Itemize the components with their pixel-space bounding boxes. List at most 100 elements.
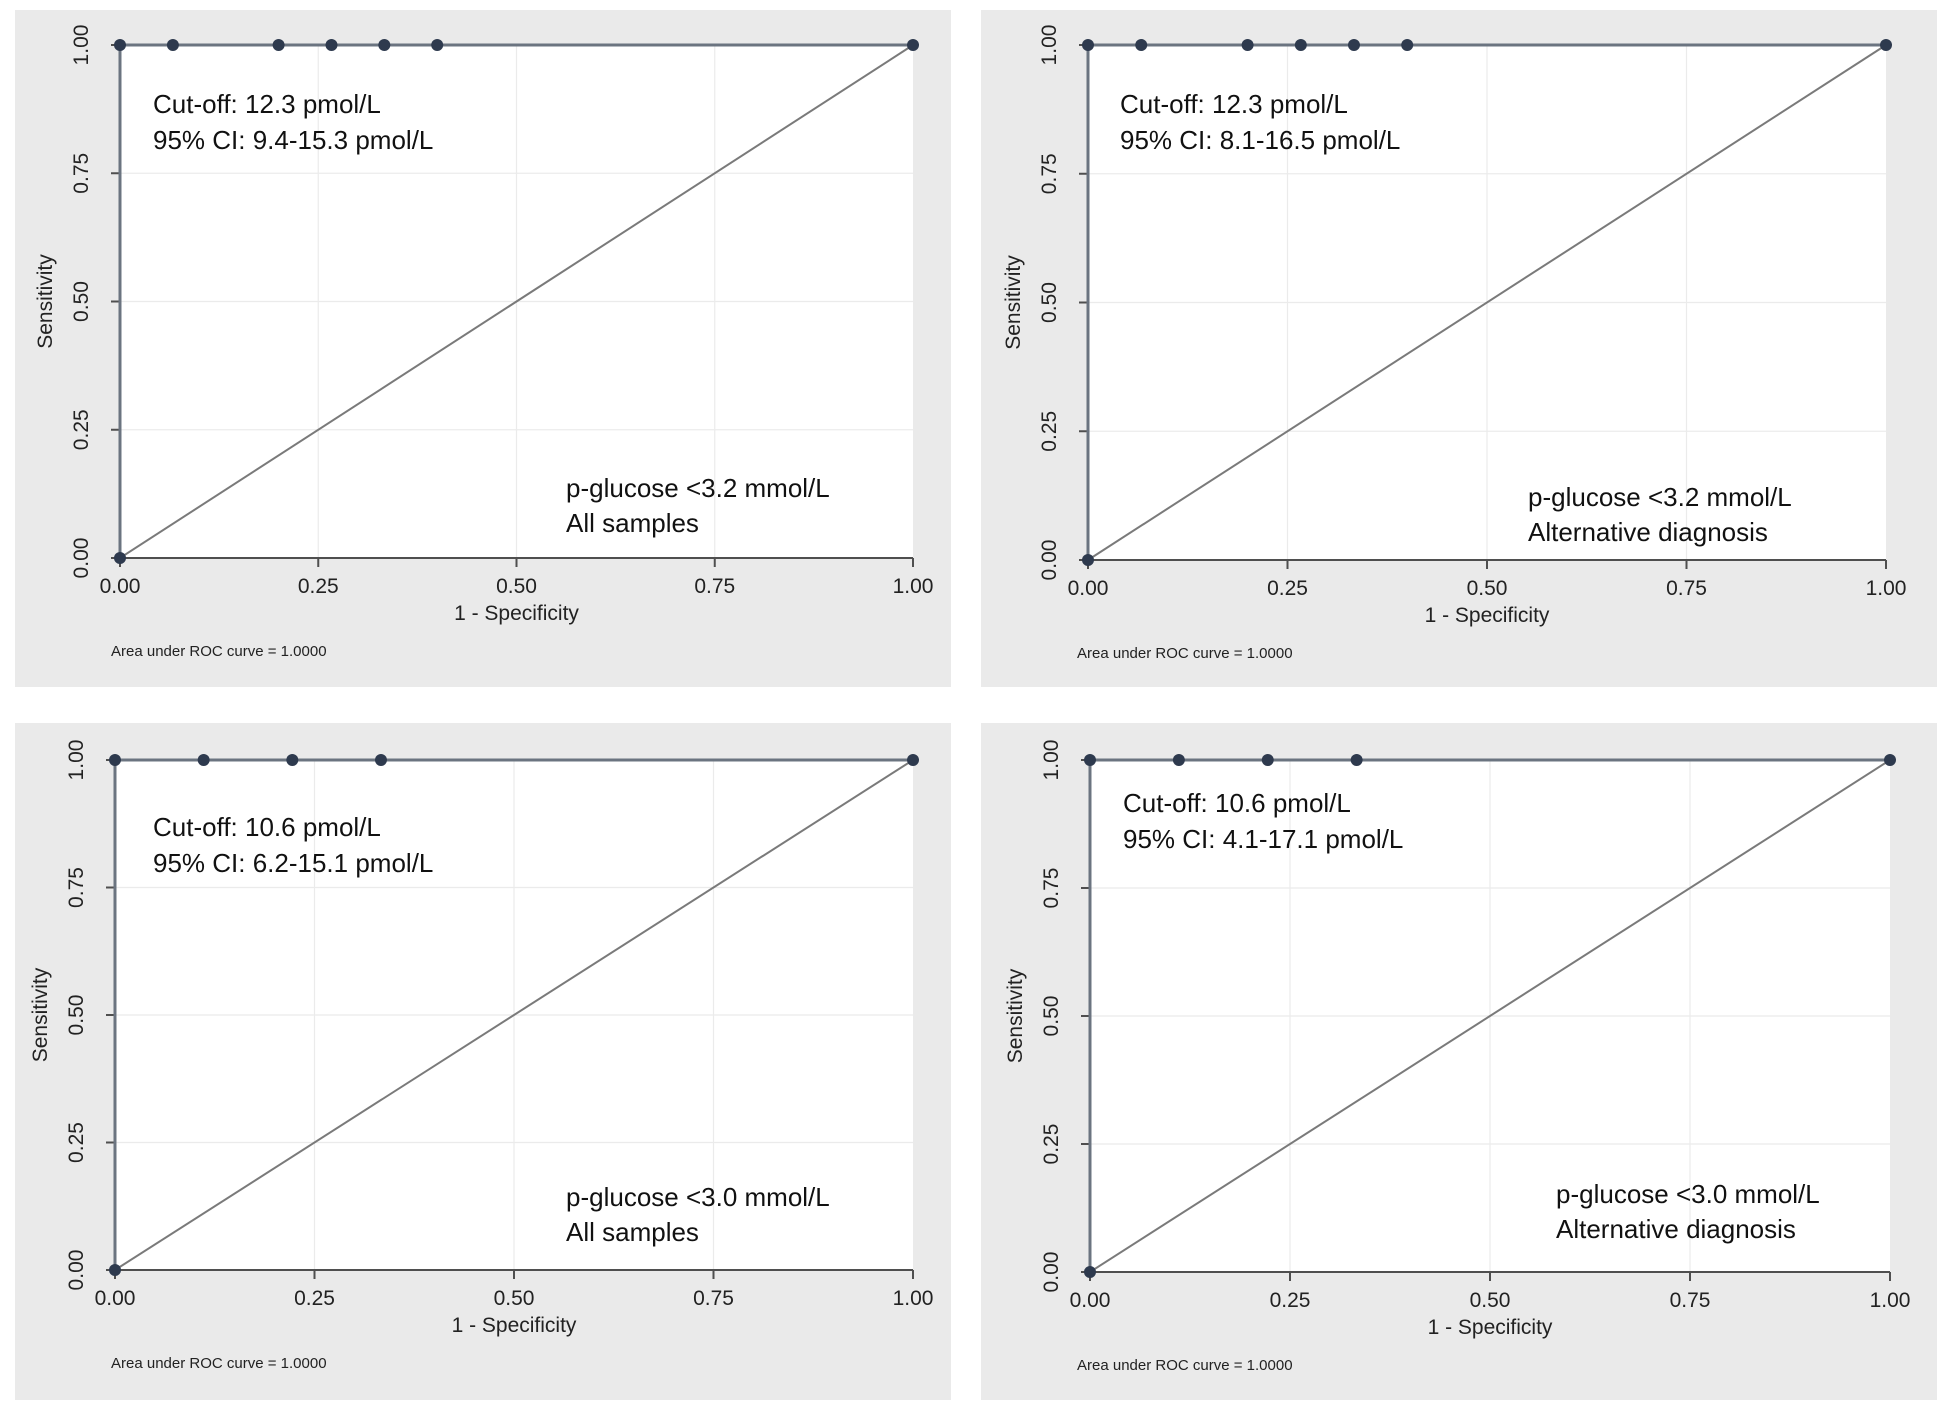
y-tick-label: 1.00 (1040, 740, 1063, 781)
y-axis-title: Sensitivity (34, 254, 57, 349)
roc-point (374, 754, 387, 766)
x-tick-label: 0.50 (1470, 1289, 1511, 1312)
x-tick-label: 1.00 (1866, 577, 1907, 600)
x-tick-label: 0.25 (1270, 1289, 1311, 1312)
x-tick-label: 0.50 (1467, 577, 1508, 600)
x-tick-label: 0.75 (1670, 1289, 1711, 1312)
roc-point (1347, 39, 1360, 51)
roc-point (114, 552, 126, 564)
y-tick-label: 0.50 (1040, 996, 1063, 1037)
reference-line (119, 44, 914, 559)
ci-annotation: 95% CI: 4.1-17.1 pmol/L (1123, 824, 1403, 854)
condition-annotation: p-glucose <3.0 mmol/L (1556, 1179, 1820, 1209)
y-axis-title: Sensitivity (29, 967, 52, 1062)
x-tick-label: 0.75 (693, 1287, 734, 1310)
group-annotation: All samples (566, 508, 699, 538)
reference-line (1087, 44, 1887, 561)
cutoff-annotation: Cut-off: 12.3 pmol/L (153, 89, 381, 119)
roc-panel-2: 0.00 0.25 0.50 0.75 1.00 0.00 0.25 0.50 0.75 1.00… (981, 10, 1937, 687)
x-tick-label: 0.75 (694, 575, 735, 598)
x-tick-label: 0.50 (494, 1287, 535, 1310)
roc-point (197, 754, 210, 766)
roc-point (1082, 39, 1094, 51)
reference-line (1089, 759, 1891, 1273)
auc-note: Area under ROC curve = 1.0000 (111, 1355, 327, 1372)
roc-point (1294, 39, 1307, 51)
roc-point (1880, 39, 1892, 51)
roc-point (1172, 754, 1185, 766)
y-tick-label: 0.00 (1040, 1252, 1063, 1293)
y-tick-label: 0.00 (70, 538, 93, 579)
roc-point (1084, 1266, 1096, 1278)
roc-point (114, 39, 126, 51)
y-tick-label: 1.00 (1038, 25, 1061, 66)
x-tick-label: 0.50 (496, 575, 537, 598)
x-tick-label: 0.00 (95, 1287, 136, 1310)
y-tick-label: 0.75 (1038, 153, 1061, 194)
x-axis-title: 1 - Specificity (1428, 1316, 1553, 1339)
y-tick-label: 0.00 (65, 1250, 88, 1291)
condition-annotation: p-glucose <3.0 mmol/L (566, 1182, 830, 1212)
x-tick-label: 0.25 (294, 1287, 335, 1310)
roc-point (1401, 39, 1414, 51)
roc-point (166, 39, 179, 51)
x-tick-label: 1.00 (893, 575, 934, 598)
roc-curve-line (118, 43, 913, 558)
x-tick-label: 1.00 (1870, 1289, 1911, 1312)
roc-point (907, 754, 919, 766)
x-tick-label: 0.00 (1070, 1289, 1111, 1312)
roc-point (1884, 754, 1896, 766)
y-tick-label: 0.75 (1040, 868, 1063, 909)
cutoff-annotation: Cut-off: 10.6 pmol/L (1123, 788, 1351, 818)
roc-curve-line (113, 758, 913, 1270)
roc-point (1135, 39, 1148, 51)
roc-point (1084, 754, 1096, 766)
y-axis-title: Sensitivity (1002, 255, 1025, 350)
condition-annotation: p-glucose <3.2 mmol/L (1528, 482, 1792, 512)
y-tick-label: 0.75 (65, 867, 88, 908)
x-tick-label: 1.00 (893, 1287, 934, 1310)
y-tick-label: 0.50 (65, 995, 88, 1036)
reference-line (114, 759, 914, 1271)
roc-point (272, 39, 285, 51)
roc-panel-1: 0.00 0.25 0.50 0.75 1.00 0.00 0.25 0.50 0.75 1.00… (15, 10, 951, 687)
y-tick-label: 1.00 (70, 25, 93, 66)
roc-point (1082, 554, 1094, 566)
x-tick-label: 0.25 (1267, 577, 1308, 600)
auc-note: Area under ROC curve = 1.0000 (1077, 1357, 1293, 1374)
x-tick-label: 0.25 (298, 575, 339, 598)
cutoff-annotation: Cut-off: 12.3 pmol/L (1120, 89, 1348, 119)
x-tick-label: 0.00 (1068, 577, 1109, 600)
roc-point (109, 1264, 121, 1276)
y-tick-label: 0.50 (70, 281, 93, 322)
roc-point (378, 39, 391, 51)
roc-point (325, 39, 338, 51)
roc-curve-line (1088, 758, 1890, 1272)
y-tick-label: 0.00 (1038, 540, 1061, 581)
roc-panel-3: 0.00 0.25 0.50 0.75 1.00 0.00 0.25 0.50 0.75 1.00… (15, 723, 951, 1400)
x-axis-title: 1 - Specificity (452, 1314, 577, 1337)
roc-panel-4: 0.00 0.25 0.50 0.75 1.00 0.00 0.25 0.50 0.75 1.00… (981, 723, 1937, 1400)
roc-curve-line (1086, 43, 1886, 560)
ci-annotation: 95% CI: 8.1-16.5 pmol/L (1120, 125, 1400, 155)
y-tick-label: 0.25 (70, 409, 93, 450)
ci-annotation: 95% CI: 6.2-15.1 pmol/L (153, 848, 433, 878)
condition-annotation: p-glucose <3.2 mmol/L (566, 473, 830, 503)
y-axis-title: Sensitivity (1004, 968, 1027, 1063)
x-tick-label: 0.00 (100, 575, 141, 598)
y-tick-label: 0.25 (1040, 1124, 1063, 1165)
x-axis-title: 1 - Specificity (1425, 604, 1550, 627)
y-tick-label: 0.25 (65, 1122, 88, 1163)
roc-point (286, 754, 299, 766)
roc-point (1261, 754, 1274, 766)
y-tick-label: 0.50 (1038, 282, 1061, 323)
auc-note: Area under ROC curve = 1.0000 (1077, 645, 1293, 662)
x-tick-label: 0.75 (1666, 577, 1707, 600)
y-tick-label: 1.00 (65, 740, 88, 781)
group-annotation: All samples (566, 1217, 699, 1247)
ci-annotation: 95% CI: 9.4-15.3 pmol/L (153, 125, 433, 155)
auc-note: Area under ROC curve = 1.0000 (111, 643, 327, 660)
roc-point (431, 39, 444, 51)
group-annotation: Alternative diagnosis (1556, 1214, 1796, 1244)
roc-point (1350, 754, 1363, 766)
